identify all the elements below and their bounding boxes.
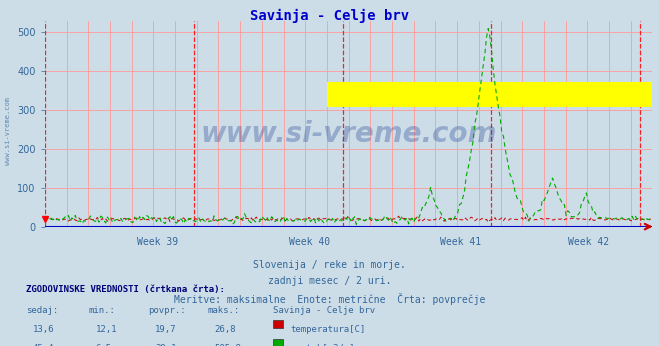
Text: Week 39: Week 39 <box>136 237 178 247</box>
Text: sedaj:: sedaj: <box>26 306 59 315</box>
Text: pretok[m3/s]: pretok[m3/s] <box>290 344 355 346</box>
Text: Meritve: maksimalne  Enote: metrične  Črta: povprečje: Meritve: maksimalne Enote: metrične Črta… <box>174 293 485 305</box>
Text: Savinja - Celje brv: Savinja - Celje brv <box>250 9 409 23</box>
Text: 13,6: 13,6 <box>33 325 55 334</box>
Text: zadnji mesec / 2 uri.: zadnji mesec / 2 uri. <box>268 276 391 286</box>
Text: povpr.:: povpr.: <box>148 306 186 315</box>
Text: 39,1: 39,1 <box>155 344 177 346</box>
Text: 19,7: 19,7 <box>155 325 177 334</box>
Text: maks.:: maks.: <box>208 306 240 315</box>
Text: Savinja - Celje brv: Savinja - Celje brv <box>273 306 376 315</box>
Text: Slovenija / reke in morje.: Slovenija / reke in morje. <box>253 260 406 270</box>
Text: Week 40: Week 40 <box>289 237 330 247</box>
Text: www.si-vreme.com: www.si-vreme.com <box>200 120 497 148</box>
Text: Week 41: Week 41 <box>440 237 482 247</box>
Text: min.:: min.: <box>89 306 116 315</box>
Text: 6,5: 6,5 <box>96 344 111 346</box>
Text: Week 42: Week 42 <box>568 237 609 247</box>
Text: ZGODOVINSKE VREDNOSTI (črtkana črta):: ZGODOVINSKE VREDNOSTI (črtkana črta): <box>26 285 225 294</box>
Text: 12,1: 12,1 <box>96 325 117 334</box>
Text: 26,8: 26,8 <box>214 325 236 334</box>
Text: 45,4: 45,4 <box>33 344 55 346</box>
Text: 505,8: 505,8 <box>214 344 241 346</box>
Text: temperatura[C]: temperatura[C] <box>290 325 365 334</box>
FancyBboxPatch shape <box>328 82 659 107</box>
Text: www.si-vreme.com: www.si-vreme.com <box>5 98 11 165</box>
